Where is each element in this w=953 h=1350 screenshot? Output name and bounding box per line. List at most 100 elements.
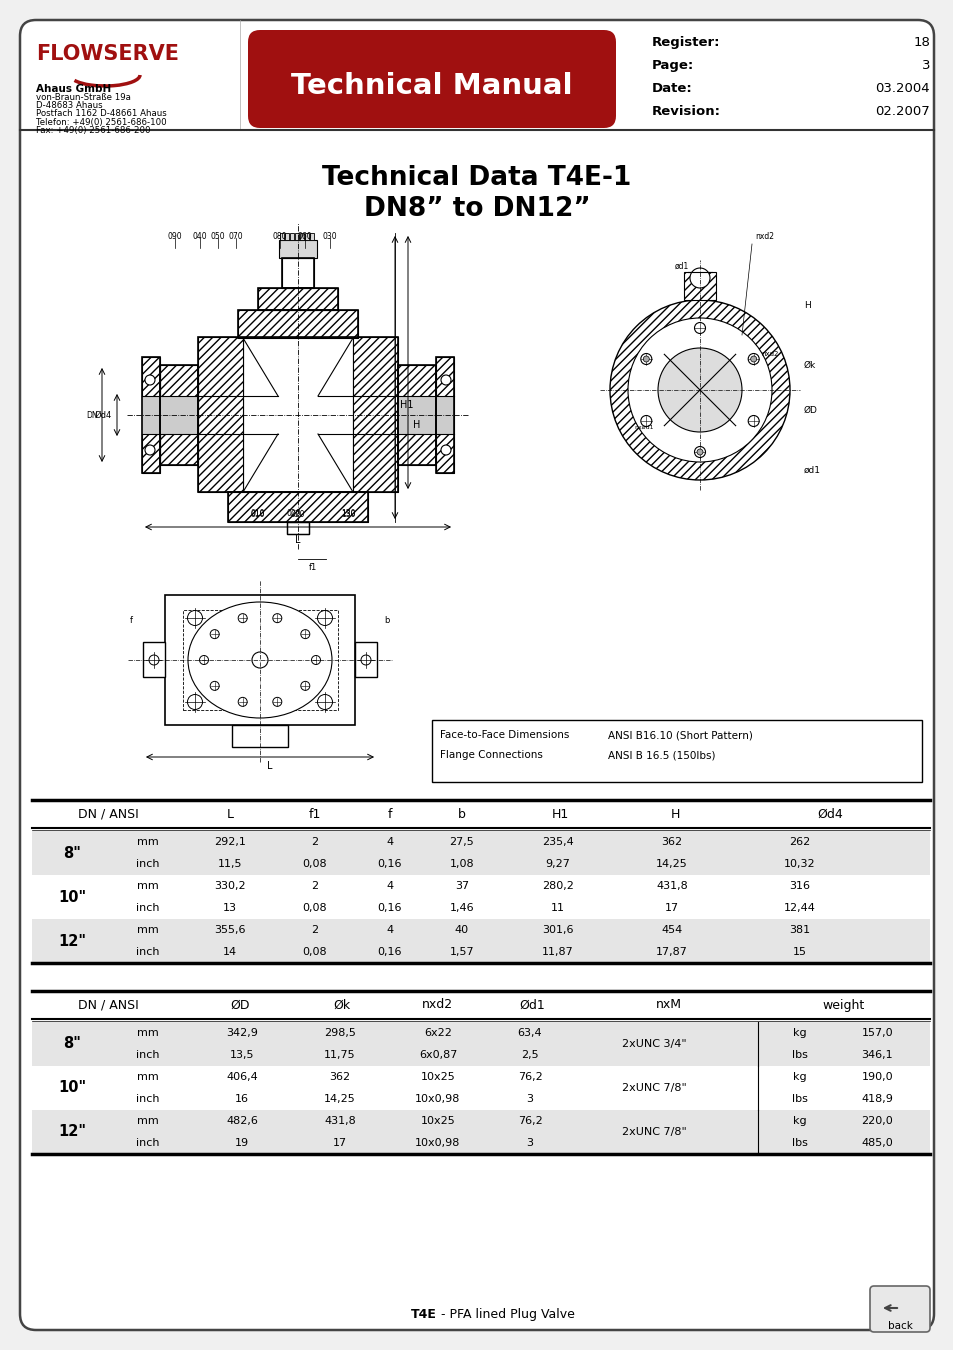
Text: DN / ANSI: DN / ANSI <box>77 807 138 821</box>
Text: L: L <box>267 761 273 771</box>
Circle shape <box>609 300 789 481</box>
Text: 18: 18 <box>912 36 929 49</box>
Text: 40: 40 <box>455 925 469 936</box>
Circle shape <box>697 450 702 455</box>
Bar <box>285 234 289 240</box>
Text: 080: 080 <box>273 232 287 242</box>
Text: 454: 454 <box>660 925 682 936</box>
Text: H: H <box>413 420 420 431</box>
Circle shape <box>627 319 771 462</box>
Text: 2: 2 <box>311 837 318 846</box>
Text: 11,5: 11,5 <box>217 859 242 869</box>
Text: ØD: ØD <box>230 999 250 1011</box>
Circle shape <box>642 356 649 362</box>
Bar <box>160 364 198 464</box>
Text: 03.2004: 03.2004 <box>875 82 929 94</box>
Bar <box>287 522 309 535</box>
Text: 262: 262 <box>788 837 810 846</box>
Bar <box>290 234 294 240</box>
Text: von-Braun-Straße 19a: von-Braun-Straße 19a <box>36 93 131 101</box>
Text: ØD: ØD <box>803 405 817 414</box>
Text: 10x25: 10x25 <box>420 1072 455 1081</box>
Circle shape <box>440 375 451 385</box>
Text: 2xUNC 7/8": 2xUNC 7/8" <box>621 1083 685 1094</box>
Text: nxd2: nxd2 <box>754 232 773 242</box>
Text: mm: mm <box>137 1116 159 1126</box>
Text: Postfach 1162 D-48661 Ahaus: Postfach 1162 D-48661 Ahaus <box>36 109 167 119</box>
Text: 220,0: 220,0 <box>861 1116 892 1126</box>
Text: ød1: ød1 <box>803 466 821 474</box>
Text: 010: 010 <box>251 509 265 518</box>
Text: L: L <box>226 807 233 821</box>
Bar <box>278 240 316 258</box>
Circle shape <box>238 614 247 622</box>
Bar <box>257 288 337 311</box>
Text: Face-to-Face Dimensions: Face-to-Face Dimensions <box>439 730 569 740</box>
Bar <box>436 356 454 472</box>
Text: 4: 4 <box>386 837 394 846</box>
Bar <box>198 338 397 491</box>
Text: 0,08: 0,08 <box>302 903 327 913</box>
Bar <box>397 396 454 433</box>
Text: 8": 8" <box>63 845 81 860</box>
Circle shape <box>145 375 154 385</box>
Text: 02.2007: 02.2007 <box>874 105 929 117</box>
Circle shape <box>312 656 320 664</box>
Text: 040: 040 <box>193 232 207 242</box>
Circle shape <box>317 610 333 625</box>
Text: f: f <box>130 616 132 625</box>
Bar <box>165 595 355 725</box>
Bar <box>32 1022 929 1066</box>
Text: 070: 070 <box>229 232 243 242</box>
Text: Technical Manual: Technical Manual <box>291 72 572 100</box>
Text: 13,5: 13,5 <box>230 1050 254 1060</box>
Text: nxM: nxM <box>656 999 681 1011</box>
Text: 090: 090 <box>168 232 182 242</box>
Text: 381: 381 <box>789 925 810 936</box>
Text: 010: 010 <box>251 510 265 518</box>
Bar <box>282 258 314 288</box>
Circle shape <box>440 446 451 455</box>
Text: ANSI B16.10 (Short Pattern): ANSI B16.10 (Short Pattern) <box>607 730 752 740</box>
Bar <box>432 720 921 782</box>
Text: 431,8: 431,8 <box>656 882 687 891</box>
Text: b: b <box>457 807 465 821</box>
Circle shape <box>658 348 741 432</box>
Text: f1: f1 <box>309 563 316 572</box>
Bar <box>232 725 288 747</box>
Text: 6x22: 6x22 <box>424 1027 452 1038</box>
Circle shape <box>149 655 159 666</box>
Bar <box>32 1066 929 1110</box>
Text: 346,1: 346,1 <box>861 1050 892 1060</box>
Text: 2: 2 <box>311 882 318 891</box>
Text: inch: inch <box>136 1094 159 1104</box>
Bar <box>282 258 314 288</box>
Text: 4: 4 <box>386 882 394 891</box>
Text: 37: 37 <box>455 882 469 891</box>
Text: 050: 050 <box>211 232 225 242</box>
Circle shape <box>210 629 219 639</box>
Text: 280,2: 280,2 <box>541 882 574 891</box>
Text: Flange Connections: Flange Connections <box>439 751 542 760</box>
Text: 14: 14 <box>223 946 236 957</box>
Text: 14,25: 14,25 <box>656 859 687 869</box>
Circle shape <box>694 447 705 458</box>
Text: 19: 19 <box>234 1138 249 1148</box>
Text: 0,08: 0,08 <box>302 859 327 869</box>
Text: 14,25: 14,25 <box>324 1094 355 1104</box>
Circle shape <box>188 694 202 710</box>
Bar <box>257 288 337 311</box>
Text: lbs: lbs <box>791 1094 807 1104</box>
Circle shape <box>252 652 268 668</box>
Text: nxd2: nxd2 <box>421 999 452 1011</box>
Circle shape <box>750 356 756 362</box>
Text: mm: mm <box>137 1072 159 1081</box>
Text: kg: kg <box>792 1027 806 1038</box>
Text: 17: 17 <box>333 1138 347 1148</box>
Bar <box>32 875 929 919</box>
Text: 316: 316 <box>789 882 810 891</box>
Text: mm: mm <box>137 837 159 846</box>
Text: 63,4: 63,4 <box>517 1027 541 1038</box>
Text: L: L <box>294 535 300 545</box>
Text: 11: 11 <box>551 903 564 913</box>
